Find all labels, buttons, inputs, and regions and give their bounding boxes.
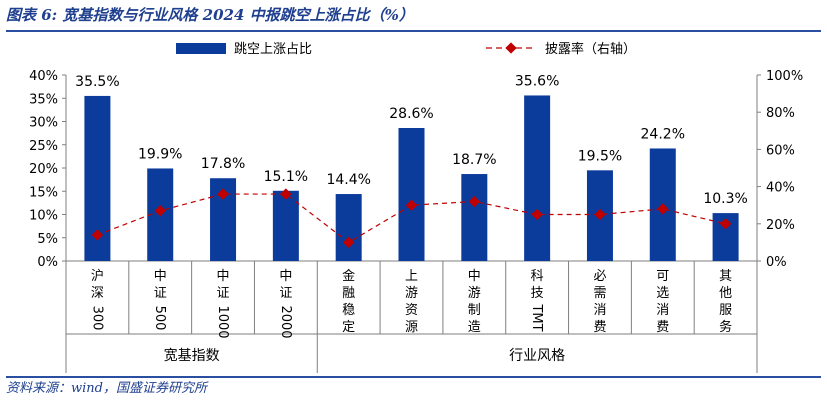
bar-data-label: 35.6% <box>515 73 559 89</box>
bar-data-label: 18.7% <box>452 152 496 168</box>
category-label-part: 500 <box>152 306 167 331</box>
group-label: 行业风格 <box>509 348 565 364</box>
left-axis-tick-label: 15% <box>29 185 58 200</box>
group-label: 宽基指数 <box>164 347 220 364</box>
bars <box>84 95 739 262</box>
category-label: 中证 <box>279 269 292 301</box>
disclosure-rate-point <box>531 208 543 221</box>
category-label: 其他服务 <box>719 269 732 335</box>
category-label-part: 1000 <box>215 305 230 338</box>
left-axis-tick-label: 20% <box>29 162 58 177</box>
category-label: 科技 <box>531 269 544 301</box>
chart-title: 图表 6: 宽基指数与行业风格 2024 中报跳空上涨占比（%） <box>6 6 414 24</box>
disclosure-rate-point <box>343 236 355 249</box>
bar-data-label: 15.1% <box>264 169 308 185</box>
right-axis-tick-label: 60% <box>766 143 795 158</box>
category-label: 中游制造 <box>468 269 481 335</box>
left-axis-tick-label: 0% <box>37 255 58 270</box>
bar-data-label: 17.8% <box>201 156 245 172</box>
left-axis-tick-label: 35% <box>29 92 58 107</box>
bar <box>398 128 425 261</box>
disclosure-rate-line <box>97 193 726 244</box>
right-axis-tick-label: 0% <box>766 255 787 270</box>
right-axis-tick-label: 80% <box>766 106 795 121</box>
disclosure-rate-point <box>217 188 229 200</box>
bar-data-label: 24.2% <box>641 126 685 142</box>
footer-rule <box>6 376 821 378</box>
legend: 跳空上涨占比 披露率（右轴） <box>176 41 636 57</box>
disclosure-rate-point <box>280 188 292 200</box>
bar <box>461 174 488 261</box>
category-label: 必需消费 <box>593 269 606 335</box>
disclosure-rate-point <box>405 199 418 211</box>
category-label: 金融稳定 <box>342 268 355 335</box>
bar <box>272 190 299 261</box>
bar <box>524 95 551 262</box>
left-axis-tick-label: 40% <box>29 69 58 84</box>
bar-data-label: 19.9% <box>138 146 182 162</box>
disclosure-rate-point <box>154 205 166 217</box>
bar-labels: 35.5% 19.9% 17.8% 15.1% 14.4% 28.6% 18.7% 35.6%… <box>75 73 748 207</box>
left-axis-tick-label: 30% <box>29 116 58 131</box>
legend-bar-label: 跳空上涨占比 <box>234 42 312 57</box>
disclosure-rate-point <box>468 195 480 208</box>
category-label: 中证 <box>154 269 167 301</box>
left-axis-tick-label: 5% <box>37 232 58 247</box>
bar-data-label: 10.3% <box>703 191 747 207</box>
legend-bar-swatch <box>176 43 226 54</box>
category-labels: 沪深 300 中证 500 中证 1000 中证 2000 金融稳定 上游资源 中游制造 科技 TMT 必… <box>89 268 732 339</box>
category-label-part: TMT <box>529 303 544 331</box>
bar-data-label: 28.6% <box>389 106 433 122</box>
bar-data-label: 19.5% <box>578 148 622 164</box>
right-axis-tick-label: 40% <box>766 181 795 196</box>
left-axis-tick-label: 10% <box>29 209 58 224</box>
disclosure-rate-point <box>594 208 606 221</box>
disclosure-rate-point <box>657 203 669 215</box>
left-axis-tick-label: 25% <box>29 139 58 154</box>
chart: 跳空上涨占比 披露率（右轴） 0% 5% 10% 15% 20% 25% 30% 35% 40%… <box>29 41 803 373</box>
bar-data-label: 35.5% <box>75 74 119 90</box>
right-axis-tick-label: 20% <box>766 218 795 233</box>
axes: 0% 5% 10% 15% 20% 25% 30% 35% 40% 0% 20% 40% 60% 80% 1… <box>29 69 803 373</box>
category-label: 中证 <box>217 269 230 301</box>
disclosure-rate-point <box>719 218 732 230</box>
bar <box>335 194 362 261</box>
category-label: 沪深 <box>91 268 104 301</box>
legend-line-label: 披露率（右轴） <box>545 41 636 57</box>
group-labels: 宽基指数 行业风格 <box>164 347 565 364</box>
bar-data-label: 14.4% <box>326 172 370 188</box>
category-label-part: 2000 <box>278 305 293 338</box>
category-label-part: 300 <box>89 306 104 331</box>
category-label: 可选消费 <box>656 269 669 335</box>
source-note: 资料来源：wind，国盛证券研究所 <box>6 381 207 396</box>
category-label: 上游资源 <box>405 269 418 335</box>
right-axis-tick-label: 100% <box>766 69 803 84</box>
legend-line-marker <box>505 42 517 54</box>
title-rule <box>6 30 821 32</box>
